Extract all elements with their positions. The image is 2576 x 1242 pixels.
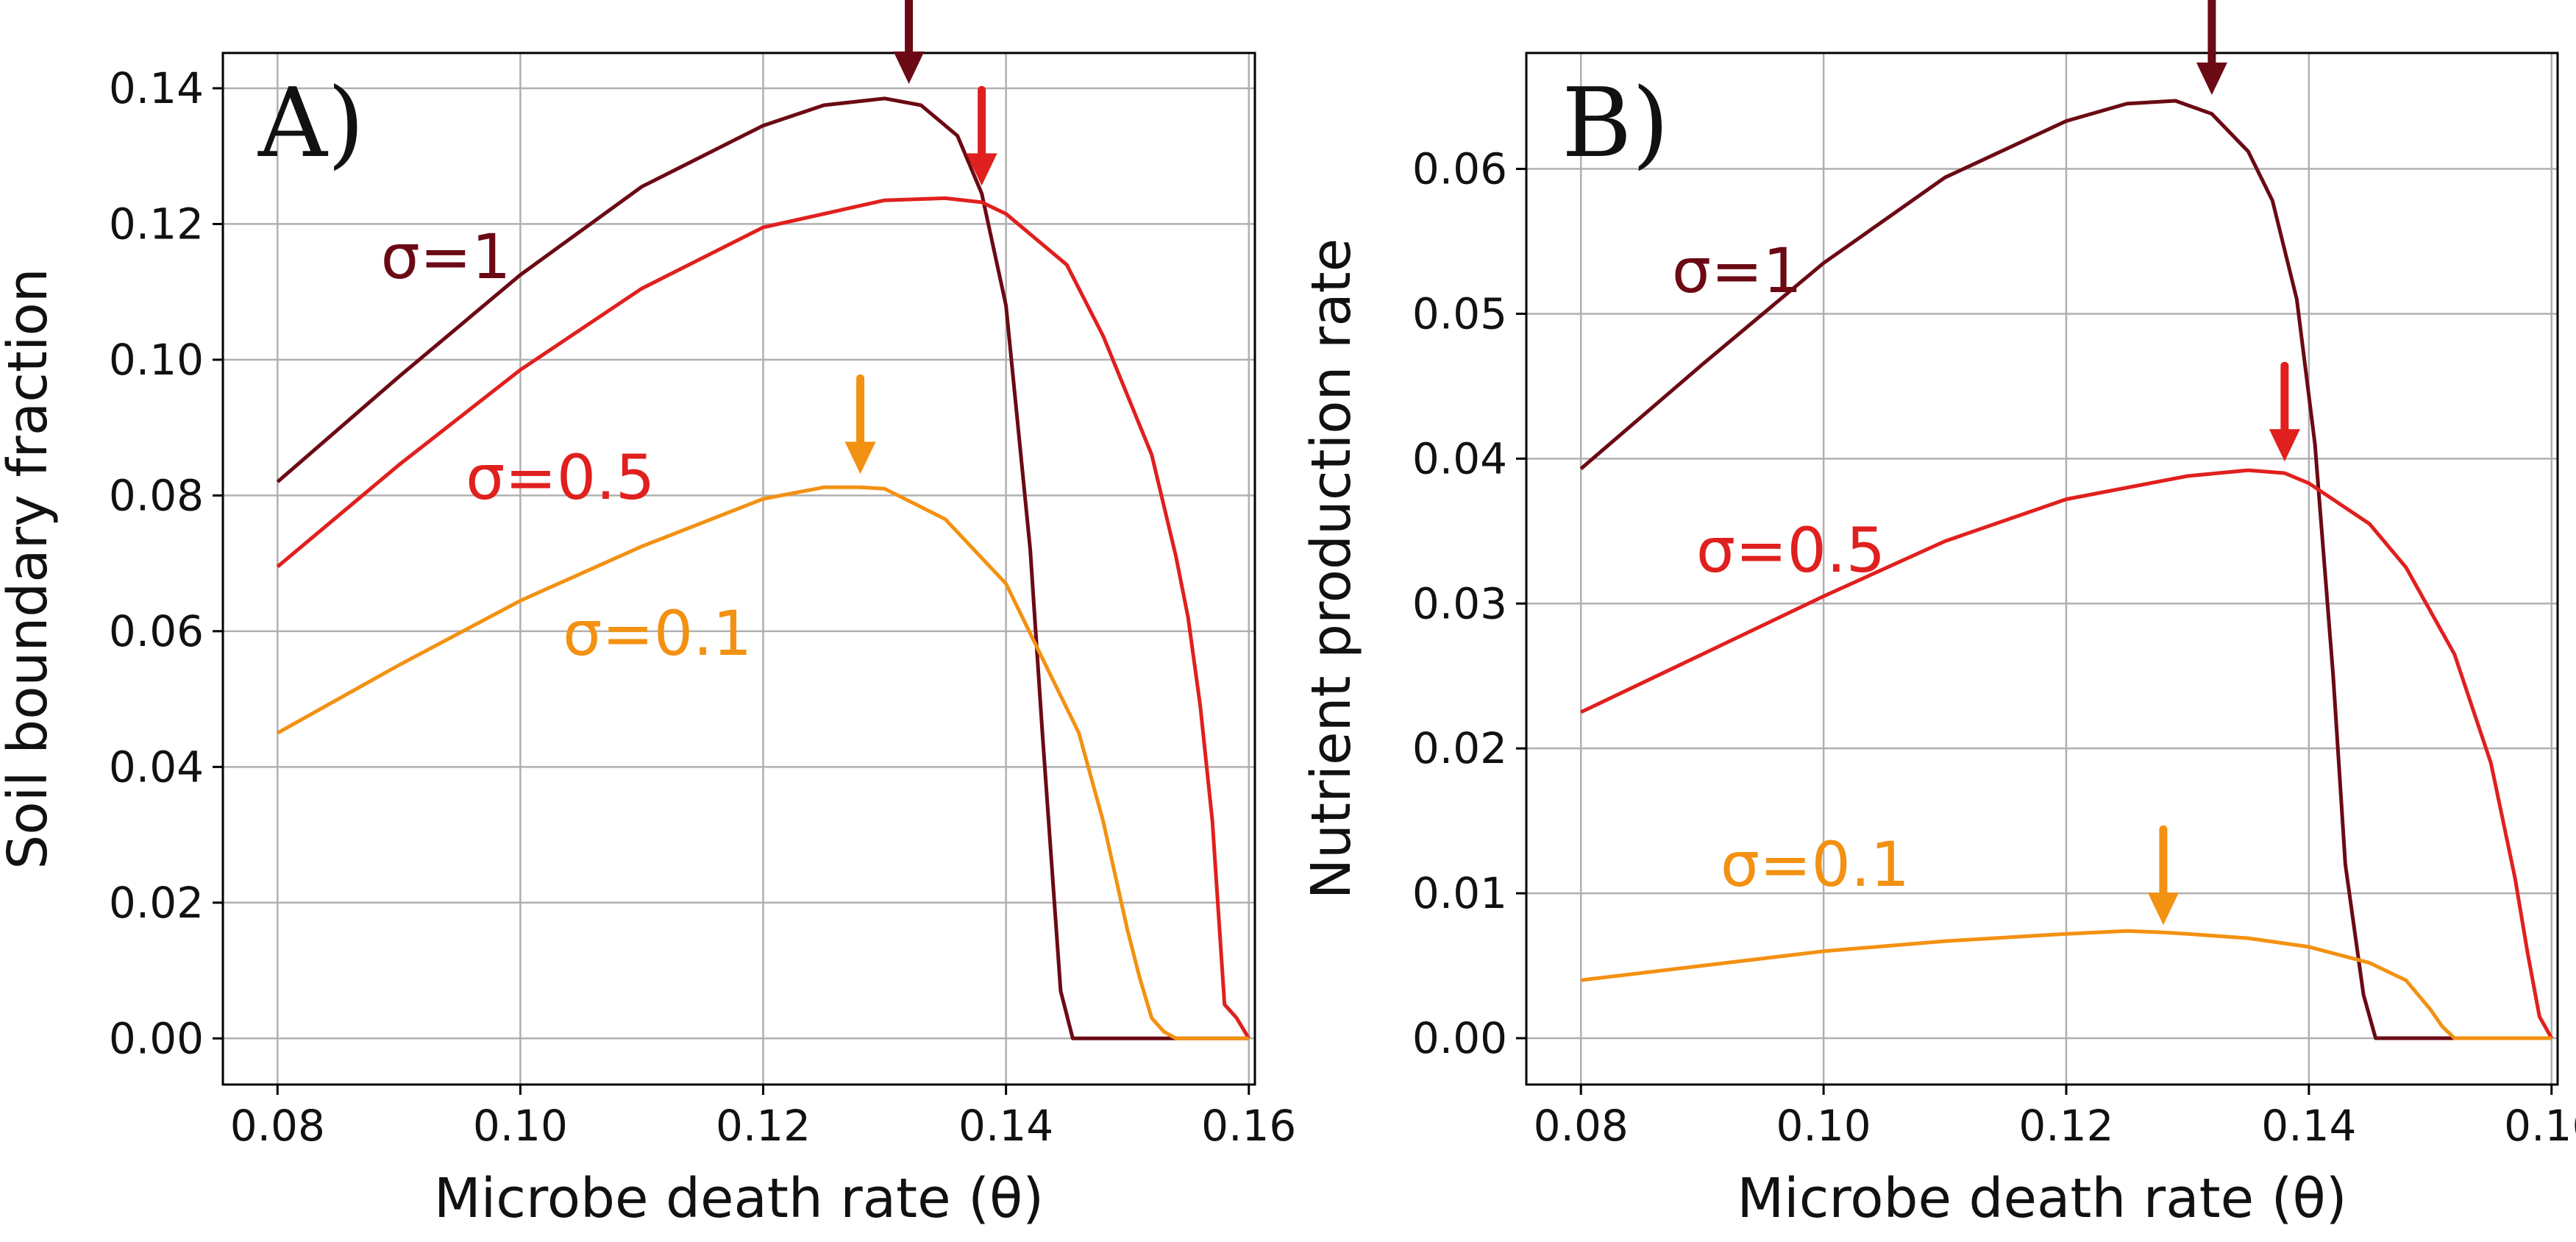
x-tick-label: 0.16 <box>1201 1101 1296 1151</box>
y-tick-label: 0.14 <box>109 63 204 113</box>
x-tick-label: 0.14 <box>2261 1101 2356 1151</box>
panel-label: B) <box>1562 67 1669 179</box>
x-tick-label: 0.08 <box>1534 1101 1629 1151</box>
series-line-2 <box>276 196 1250 1040</box>
series-label-1: σ=1 <box>1672 235 1802 307</box>
series-line-2 <box>1580 468 2553 1040</box>
y-tick-label: 0.06 <box>1412 144 1507 194</box>
y-tick-label: 0.08 <box>109 470 204 520</box>
x-tick-label: 0.12 <box>2018 1101 2113 1151</box>
series-arrow-head-1 <box>893 51 925 84</box>
x-axis-label: Microbe death rate (θ) <box>1737 1167 2346 1230</box>
y-tick-label: 0.00 <box>109 1013 204 1063</box>
y-axis-label: Nutrient production rate <box>1300 238 1363 899</box>
y-axis-label: Soil boundary fraction <box>0 268 60 869</box>
chart-panel-2: 0.08 0.10 0.12 0.14 0.16 0.00 0.01 0.02 0.03 0.04… <box>1300 0 2576 1230</box>
series-label-3: σ=0.1 <box>1721 828 1910 901</box>
series-arrow-head-3 <box>2147 893 2179 926</box>
y-tick-label: 0.12 <box>109 199 204 249</box>
x-axis-label: Microbe death rate (θ) <box>434 1167 1044 1230</box>
panel-label: A) <box>257 67 365 179</box>
x-tick-label: 0.14 <box>958 1101 1053 1151</box>
x-tick-label: 0.12 <box>716 1101 811 1151</box>
y-tick-label: 0.05 <box>1412 288 1507 338</box>
series-arrow-head-2 <box>2269 429 2300 462</box>
y-tick-label: 0.06 <box>109 606 204 656</box>
series-line-1 <box>1579 99 2552 1040</box>
series-label-2: σ=0.5 <box>1696 514 1885 586</box>
y-tick-label: 0.03 <box>1412 578 1507 628</box>
y-tick-label: 0.04 <box>1412 433 1507 483</box>
x-tick-label: 0.10 <box>1776 1101 1871 1151</box>
series-line-3 <box>277 485 1249 1040</box>
series-label-3: σ=0.1 <box>563 597 752 670</box>
x-tick-label: 0.08 <box>230 1101 325 1151</box>
series-arrow-head-3 <box>844 441 876 475</box>
series-arrow-head-1 <box>2196 63 2227 96</box>
series-label-2: σ=0.5 <box>466 441 655 514</box>
y-tick-label: 0.10 <box>109 335 204 385</box>
y-tick-label: 0.02 <box>109 878 204 928</box>
plot-frame <box>1525 52 2559 1086</box>
x-tick-label: 0.16 <box>2504 1101 2576 1151</box>
plot-frame <box>221 52 1256 1086</box>
x-tick-label: 0.10 <box>473 1101 568 1151</box>
series-label-1: σ=1 <box>381 221 511 293</box>
series-line-1 <box>276 96 1249 1040</box>
y-tick-label: 0.00 <box>1412 1013 1507 1063</box>
series-arrow-head-2 <box>966 153 997 186</box>
series-line-3 <box>1580 929 2552 1040</box>
y-tick-label: 0.02 <box>1412 723 1507 773</box>
y-tick-label: 0.04 <box>109 742 204 792</box>
y-tick-label: 0.01 <box>1412 868 1507 918</box>
chart-panel-1: 0.08 0.10 0.12 0.14 0.16 0.00 0.02 0.04 0.06 0.08… <box>0 0 1296 1230</box>
